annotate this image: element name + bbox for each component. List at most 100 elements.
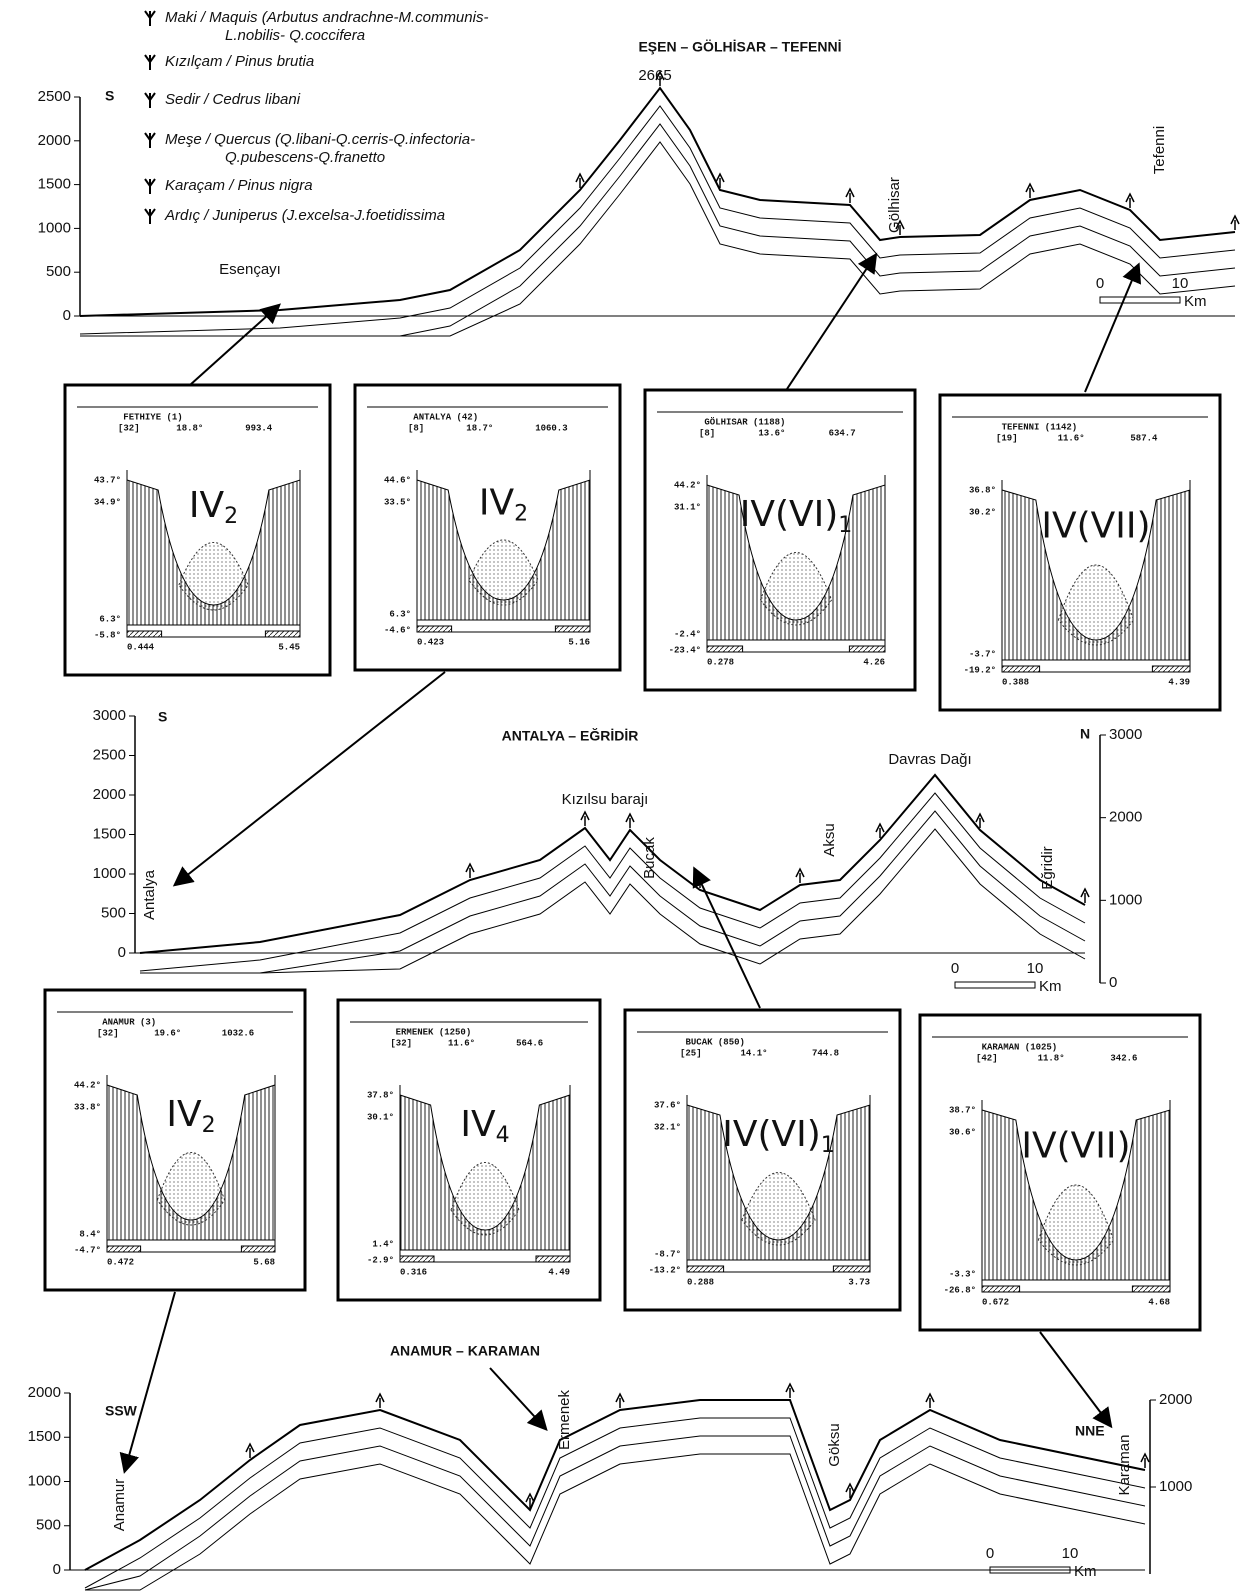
strata: [140, 793, 1085, 971]
frost-bar: [107, 1246, 141, 1252]
place-label: Ermenek: [556, 1389, 573, 1450]
y-tick-label: 1500: [93, 825, 126, 842]
years: [25]: [680, 1048, 702, 1058]
axis-label: -4.6°: [384, 625, 411, 635]
axis-label: 36.8°: [969, 485, 996, 495]
axis-label: 6.3°: [99, 614, 121, 624]
place-label: Karaman: [1116, 1435, 1133, 1496]
axis-label: 30.6°: [949, 1127, 976, 1137]
station: ERMENEK (1250): [396, 1027, 472, 1037]
strata: [140, 811, 1085, 973]
y-tick-label: 1500: [28, 1428, 61, 1445]
climate-diagram: TEFENNI (1142)[19]11.6°587.436.8°30.2°-3…: [940, 395, 1220, 710]
peak-label: 2665: [638, 67, 671, 84]
direction-label: NNE: [1075, 1423, 1105, 1439]
axis-label: -2.4°: [674, 629, 701, 639]
axis-label: -13.2°: [649, 1265, 681, 1275]
y-tick-label: 3000: [93, 707, 126, 724]
bottom-value: 5.68: [253, 1257, 275, 1267]
axis-label: -23.4°: [669, 645, 701, 655]
strata: [140, 829, 1085, 973]
scale-bar: [1100, 297, 1180, 303]
y-tick-label: 2500: [93, 746, 126, 763]
frost-bar: [555, 626, 590, 632]
legend-symbol: [145, 133, 155, 148]
tree: [846, 189, 854, 203]
y-tick-label: 2000: [93, 786, 126, 803]
axis-label: -26.8°: [944, 1285, 976, 1295]
precipitation: 587.4: [1130, 433, 1158, 443]
bottom-value: 4.68: [1148, 1297, 1170, 1307]
axis-label: -5.8°: [94, 630, 121, 640]
frost-bar: [707, 646, 743, 652]
scale-bar: [955, 982, 1035, 988]
legend-symbol: [145, 11, 155, 26]
years: [32]: [390, 1038, 412, 1048]
axis-label: 32.1°: [654, 1122, 681, 1132]
tree: [626, 814, 634, 828]
direction-label: S: [105, 88, 114, 104]
tree: [1141, 1454, 1149, 1468]
frost-bar: [400, 1256, 434, 1262]
arrow: [176, 672, 445, 884]
scale-start: 0: [951, 960, 959, 977]
legend-text: Kızılçam / Pinus brutia: [165, 53, 314, 70]
strata: [85, 1436, 1145, 1590]
profile-title: ANTALYA – EĞRİDİR: [502, 727, 639, 744]
strata: [85, 1418, 1145, 1588]
axis-label: 30.2°: [969, 507, 996, 517]
frost-bar: [536, 1256, 570, 1262]
y-tick-label: 1000: [93, 865, 126, 882]
tree: [1231, 216, 1239, 230]
arrow: [1085, 266, 1138, 392]
legend-symbol: [145, 179, 155, 194]
figure: Maki / Maquis (Arbutus andrachne-M.commu…: [0, 0, 1255, 1595]
bottom-value: 0.288: [687, 1277, 714, 1287]
y2-tick-label: 2000: [1159, 1391, 1192, 1408]
frost-bar: [265, 631, 300, 637]
scale-unit: Km: [1184, 293, 1207, 310]
arrow: [490, 1368, 545, 1428]
years: [42]: [976, 1053, 998, 1063]
mean-temp: 18.8°: [176, 423, 203, 433]
precipitation: 342.6: [1110, 1053, 1137, 1063]
legend-text: Ardıç / Juniperus (J.excelsa-J.foetidiss…: [164, 207, 445, 224]
axis-label: 34.9°: [94, 497, 121, 507]
climate-diagram: ANAMUR (3)[32]19.6°1032.644.2°33.8°8.4°-…: [45, 990, 305, 1290]
arrow: [190, 306, 278, 385]
frost-bar: [1152, 666, 1190, 672]
direction-label: N: [1080, 726, 1090, 742]
bottom-value: 3.73: [848, 1277, 870, 1287]
frost-bar: [833, 1266, 870, 1272]
terrain: [80, 88, 1235, 316]
axis-label: 44.6°: [384, 475, 411, 485]
axis-label: 6.3°: [389, 609, 411, 619]
scale-end: 10: [1172, 275, 1189, 292]
y-tick-label: 1500: [38, 176, 71, 193]
tree: [926, 1394, 934, 1408]
type-main: IV: [460, 1104, 496, 1145]
mean-temp: 11.6°: [448, 1038, 475, 1048]
axis-label: 33.8°: [74, 1102, 101, 1112]
legend-symbol: [145, 209, 155, 224]
tree: [581, 812, 589, 826]
type-main: IV: [479, 483, 515, 524]
axis-label: -3.3°: [949, 1269, 976, 1279]
y-tick-label: 500: [46, 263, 71, 280]
legend-text: L.nobilis- Q.coccifera: [225, 27, 365, 44]
y2-tick-label: 1000: [1109, 891, 1142, 908]
y-tick-label: 0: [118, 944, 126, 961]
mean-temp: 13.6°: [758, 428, 785, 438]
axis-label: 37.6°: [654, 1100, 681, 1110]
climate-diagram: BUCAK (850)[25]14.1°744.837.6°32.1°-8.7°…: [625, 1010, 900, 1310]
y-tick-label: 1000: [38, 219, 71, 236]
station: ANAMUR (3): [102, 1017, 156, 1027]
scale-end: 10: [1027, 960, 1044, 977]
profile-title: EŞEN – GÖLHİSAR – TEFENNİ: [638, 39, 841, 55]
type-sub: 2: [224, 504, 238, 529]
legend-symbol: [145, 93, 155, 108]
type-sub: 1: [838, 513, 852, 538]
place-label: Kızılsu barajı: [562, 791, 649, 808]
type-sub: 1: [821, 1133, 835, 1158]
place-label: Bucak: [641, 837, 658, 879]
